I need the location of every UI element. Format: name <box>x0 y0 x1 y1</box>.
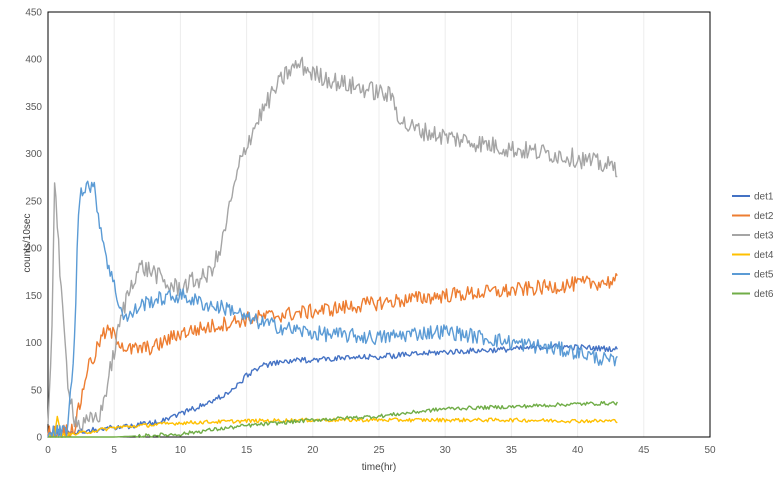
x-tick-label: 10 <box>175 445 187 456</box>
y-tick-label: 300 <box>25 149 42 160</box>
y-tick-label: 0 <box>36 433 42 444</box>
y-tick-label: 250 <box>25 196 42 207</box>
series-line-det5 <box>47 180 618 438</box>
series-line-det2 <box>47 273 618 438</box>
y-tick-label: 450 <box>25 8 42 19</box>
legend-label-det6: det6 <box>754 289 774 300</box>
axes <box>47 11 711 438</box>
y-tick-label: 400 <box>25 55 42 66</box>
series-line-det4 <box>47 415 618 438</box>
y-axis-title: counts/10sec <box>22 214 33 273</box>
legend-label-det5: det5 <box>754 270 774 281</box>
x-axis-title: time(hr) <box>362 462 396 473</box>
x-tick-label: 5 <box>111 445 117 456</box>
gridlines <box>113 12 711 437</box>
x-tick-label: 50 <box>704 445 716 456</box>
legend-label-det4: det4 <box>754 250 774 261</box>
x-tick-label: 35 <box>506 445 518 456</box>
series-line-det3 <box>47 56 618 434</box>
series-line-det6 <box>48 400 618 438</box>
x-tick-label: 0 <box>45 445 51 456</box>
x-tick-label: 30 <box>440 445 452 456</box>
x-tick-label: 40 <box>572 445 584 456</box>
x-tick-label: 25 <box>373 445 385 456</box>
tick-labels: 0 5 10 15 20 25 30 35 40 45 50 0 50 100 150 200 250 300 35… <box>25 8 716 457</box>
legend: det1 det2 det3 det4 det5 det6 <box>732 192 774 300</box>
y-tick-label: 50 <box>31 385 43 396</box>
legend-label-det2: det2 <box>754 211 774 222</box>
y-tick-label: 350 <box>25 102 42 113</box>
y-tick-label: 150 <box>25 291 42 302</box>
legend-label-det1: det1 <box>754 192 774 203</box>
plot-frame <box>47 11 711 438</box>
y-tick-label: 100 <box>25 338 42 349</box>
series-lines <box>47 56 618 438</box>
x-tick-label: 20 <box>307 445 319 456</box>
y-tick-label: 200 <box>25 244 42 255</box>
x-tick-label: 15 <box>241 445 253 456</box>
legend-label-det3: det3 <box>754 231 774 242</box>
x-tick-label: 45 <box>638 445 650 456</box>
